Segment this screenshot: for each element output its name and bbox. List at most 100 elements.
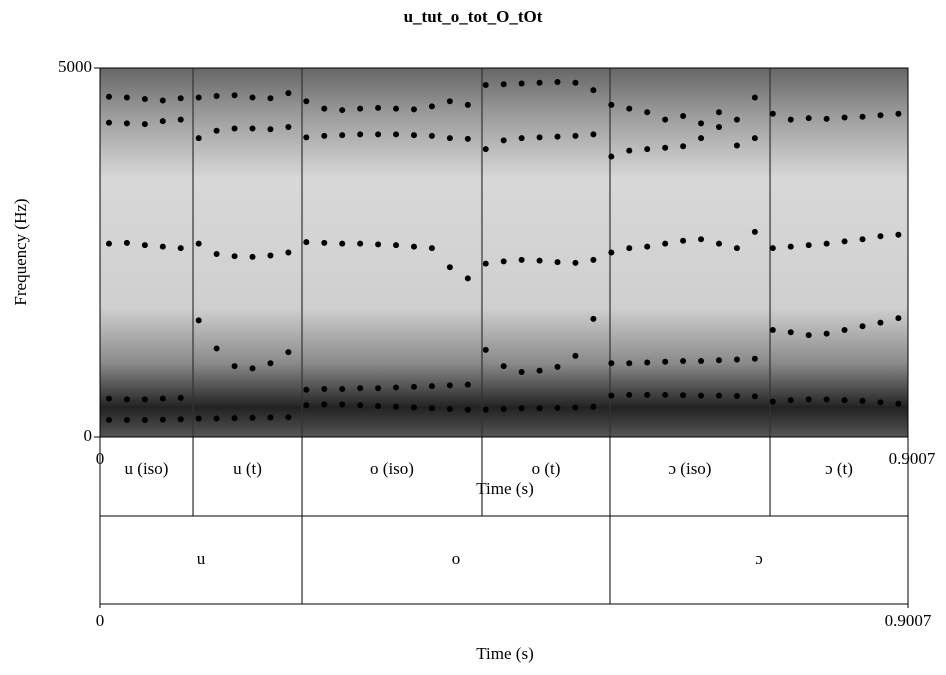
formant-point — [554, 363, 561, 370]
formant-point — [644, 243, 651, 250]
formant-point — [482, 81, 489, 88]
formant-point — [895, 400, 902, 407]
formant-point — [751, 135, 758, 142]
formant-point — [536, 134, 543, 141]
formant-point — [572, 259, 579, 266]
formant-point — [715, 124, 722, 131]
formant-point — [805, 332, 812, 339]
formant-point — [590, 315, 597, 322]
formant-point — [464, 381, 471, 388]
formant-point — [805, 242, 812, 249]
formant-point — [662, 240, 669, 247]
formant-point — [321, 132, 328, 139]
formant-point — [841, 238, 848, 245]
formant-point — [877, 233, 884, 240]
formant-point — [141, 396, 148, 403]
formant-point — [464, 135, 471, 142]
formant-point — [733, 356, 740, 363]
formant-point — [554, 259, 561, 266]
formant-point — [572, 404, 579, 411]
formant-point — [213, 345, 220, 352]
formant-point — [644, 359, 651, 366]
formant-point — [680, 237, 687, 244]
formant-point — [823, 240, 830, 247]
formant-point — [375, 104, 382, 111]
formant-point — [590, 87, 597, 94]
formant-point — [267, 414, 274, 421]
x-tick-label: 0 — [96, 611, 105, 630]
formant-point — [393, 105, 400, 112]
formant-point — [249, 94, 256, 101]
formant-point — [393, 384, 400, 391]
interval-label: ɔ — [755, 549, 763, 568]
formant-point — [339, 401, 346, 408]
formant-point — [410, 106, 417, 113]
formant-point — [375, 241, 382, 248]
formant-point — [321, 239, 328, 246]
formant-point — [285, 414, 292, 421]
formant-point — [177, 116, 184, 123]
formant-point — [751, 94, 758, 101]
formant-point — [410, 132, 417, 139]
formant-point — [123, 417, 130, 424]
formant-point — [769, 110, 776, 117]
formant-point — [518, 135, 525, 142]
formant-point — [195, 135, 202, 142]
formant-point — [141, 417, 148, 424]
formant-point — [357, 131, 364, 138]
formant-point — [375, 403, 382, 410]
x-tick-label: 0 — [96, 449, 105, 468]
formant-point — [751, 228, 758, 235]
interval-label: u — [197, 549, 206, 568]
formant-point — [357, 240, 364, 247]
formant-point — [267, 95, 274, 102]
formant-point — [662, 391, 669, 398]
formant-point — [159, 97, 166, 104]
formant-point — [231, 125, 238, 132]
formant-point — [428, 245, 435, 252]
formant-point — [105, 417, 112, 424]
formant-point — [715, 392, 722, 399]
formant-point — [572, 79, 579, 86]
formant-point — [321, 105, 328, 112]
formant-point — [249, 253, 256, 260]
formant-point — [500, 363, 507, 370]
formant-point — [105, 395, 112, 402]
formant-point — [859, 113, 866, 120]
formant-point — [446, 135, 453, 142]
formant-point — [769, 326, 776, 333]
formant-point — [715, 109, 722, 116]
formant-point — [518, 256, 525, 263]
formant-point — [123, 94, 130, 101]
formant-point — [159, 395, 166, 402]
tier — [99, 436, 909, 517]
y-tick-label: 0 — [84, 426, 93, 445]
formant-point — [554, 79, 561, 86]
formant-point — [339, 386, 346, 393]
x-axis-label: Time (s) — [476, 644, 533, 663]
interval-label: ɔ (t) — [825, 459, 853, 478]
formant-point — [482, 346, 489, 353]
formant-point — [410, 383, 417, 390]
formant-point — [159, 118, 166, 125]
formant-point — [733, 142, 740, 149]
formant-point — [393, 403, 400, 410]
formant-point — [141, 95, 148, 102]
formant-point — [662, 358, 669, 365]
formant-point — [626, 245, 633, 252]
formant-point — [751, 355, 758, 362]
plot-area — [105, 68, 902, 437]
formant-point — [446, 264, 453, 271]
formant-point — [805, 115, 812, 122]
formant-point — [500, 137, 507, 144]
formant-point — [105, 93, 112, 100]
formant-point — [195, 317, 202, 324]
interval-label: o (t) — [532, 459, 561, 478]
tier — [99, 515, 909, 605]
formant-point — [177, 95, 184, 102]
formant-point — [267, 360, 274, 367]
formant-point — [823, 330, 830, 337]
formant-point — [715, 240, 722, 247]
formant-point — [895, 231, 902, 238]
formant-point — [500, 81, 507, 88]
